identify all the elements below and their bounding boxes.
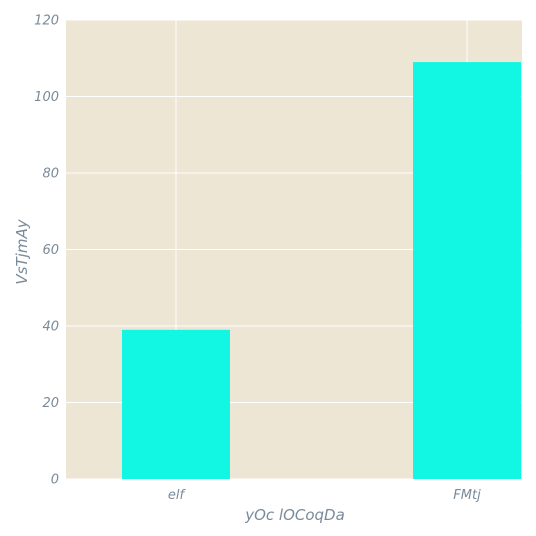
x-tick-labels: elf FMtj — [168, 488, 481, 503]
bar-elf — [122, 329, 230, 479]
x-axis-title: yOc lOCoqDa — [244, 506, 345, 524]
y-tick-label: 20 — [42, 396, 59, 411]
y-tick-label: 100 — [34, 90, 59, 105]
y-tick-label: 40 — [42, 320, 59, 335]
y-tick-label: 0 — [51, 473, 59, 488]
y-axis-title: VsTjmAy — [13, 218, 31, 284]
bars — [122, 62, 521, 479]
y-tick-label: 80 — [42, 167, 59, 182]
x-tick-label: FMtj — [453, 488, 481, 503]
x-tick-label: elf — [168, 488, 187, 503]
y-tick-label: 120 — [34, 14, 59, 29]
bar-fmtj — [413, 62, 521, 479]
y-tick-label: 60 — [42, 243, 59, 258]
y-tick-labels: 0 20 40 60 80 100 120 — [34, 14, 59, 488]
